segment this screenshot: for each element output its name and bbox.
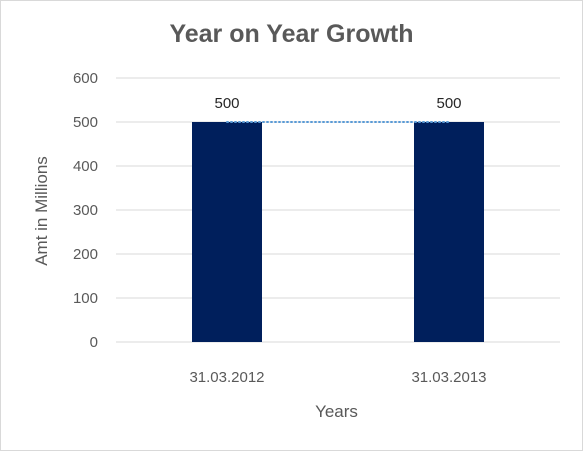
x-tick-label: 31.03.2013 bbox=[411, 369, 486, 386]
y-tick-label: 0 bbox=[90, 334, 98, 351]
x-axis-title: Years bbox=[315, 402, 358, 421]
chart-title: Year on Year Growth bbox=[169, 20, 414, 48]
data-label: 500 bbox=[214, 95, 239, 112]
y-tick-label: 300 bbox=[73, 202, 98, 219]
x-tick-label: 31.03.2012 bbox=[189, 369, 264, 386]
y-tick-label: 200 bbox=[73, 246, 98, 263]
y-tick-label: 100 bbox=[73, 290, 98, 307]
y-tick-label: 500 bbox=[73, 114, 98, 131]
y-tick-label: 600 bbox=[73, 70, 98, 87]
bar bbox=[192, 122, 262, 342]
y-tick-label: 400 bbox=[73, 158, 98, 175]
bar bbox=[414, 122, 484, 342]
data-label: 500 bbox=[436, 95, 461, 112]
